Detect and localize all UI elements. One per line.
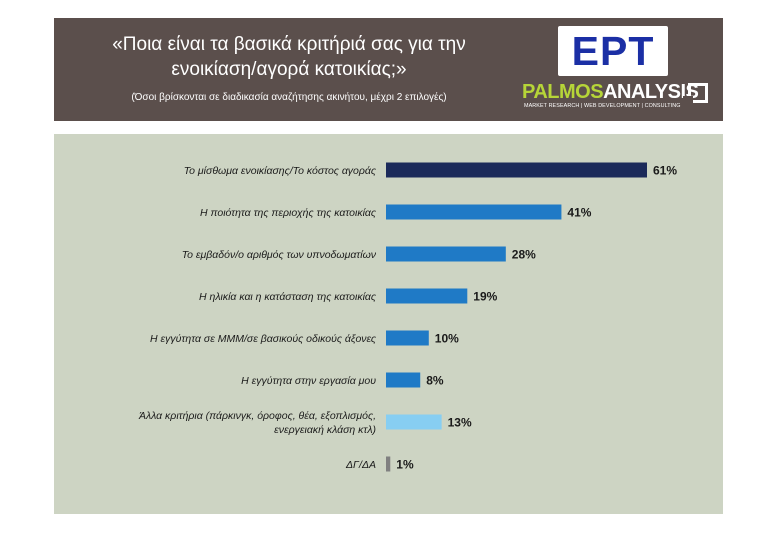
chart-subtitle: (Όσοι βρίσκονται σε διαδικασία αναζήτηση… — [131, 92, 447, 103]
value-label-4: 10% — [435, 332, 459, 346]
value-label-3: 19% — [473, 290, 497, 304]
palmos-analysis-logo: PALMOSANALYSIS MARKET RESEARCH | WEB DEV… — [522, 81, 718, 117]
bar-4 — [386, 330, 429, 346]
palmos-logo-tagline: MARKET RESEARCH | WEB DEVELOPMENT | CONS… — [524, 103, 681, 109]
value-label-2: 28% — [512, 248, 536, 262]
palmos-square-icon — [683, 83, 708, 106]
category-label-5: Η εγγύτητα στην εργασία μου — [241, 375, 376, 387]
chart-title-line-1: «Ποια είναι τα βασικά κριτήριά σας για τ… — [112, 34, 466, 55]
category-label-7: ΔΓ/ΔΑ — [345, 459, 376, 471]
bar-2 — [386, 246, 506, 262]
palmos-logo-part-2: ANALYSIS — [603, 81, 699, 103]
bar-7 — [386, 456, 391, 472]
value-label-5: 8% — [426, 374, 444, 388]
category-label-4: Η εγγύτητα σε ΜΜΜ/σε βασικούς οδικούς άξ… — [150, 333, 377, 345]
ert-logo: ΕΡΤ — [558, 26, 668, 76]
value-label-0: 61% — [653, 164, 677, 178]
palmos-logo-wordmark: PALMOSANALYSIS — [522, 81, 699, 103]
category-label-0: Το μίσθωμα ενοικίασης/Το κόστος αγοράς — [184, 165, 377, 177]
bar-5 — [386, 372, 421, 388]
bar-1 — [386, 204, 562, 220]
bar-6 — [386, 414, 442, 430]
chart-header: «Ποια είναι τα βασικά κριτήριά σας για τ… — [54, 18, 723, 121]
category-label-3: Η ηλικία και η κατάσταση της κατοικίας — [199, 291, 377, 303]
value-label-6: 13% — [448, 416, 472, 430]
category-label-1: Η ποιότητα της περιοχής της κατοικίας — [200, 207, 377, 219]
palmos-logo-part-1: PALMOS — [522, 81, 604, 103]
chart-panel: Το μίσθωμα ενοικίασης/Το κόστος αγοράς 61… — [54, 134, 723, 514]
bar-0 — [386, 162, 647, 178]
bar-3 — [386, 288, 468, 304]
category-label-2: Το εμβαδόν/ο αριθμός των υπνοδωματίων — [182, 249, 377, 261]
ert-logo-text: ΕΡΤ — [571, 28, 655, 74]
value-label-1: 41% — [567, 206, 591, 220]
value-label-7: 1% — [396, 458, 414, 472]
chart-title-line-2: ενοικίαση/αγορά κατοικίας;» — [171, 59, 407, 80]
bar-chart: Το μίσθωμα ενοικίασης/Το κόστος αγοράς 61… — [138, 162, 677, 472]
chart-title: «Ποια είναι τα βασικά κριτήριά σας για τ… — [54, 32, 524, 82]
category-label-6: Άλλα κριτήρια (πάρκινγκ, όροφος, θέα, εξ… — [138, 410, 376, 436]
